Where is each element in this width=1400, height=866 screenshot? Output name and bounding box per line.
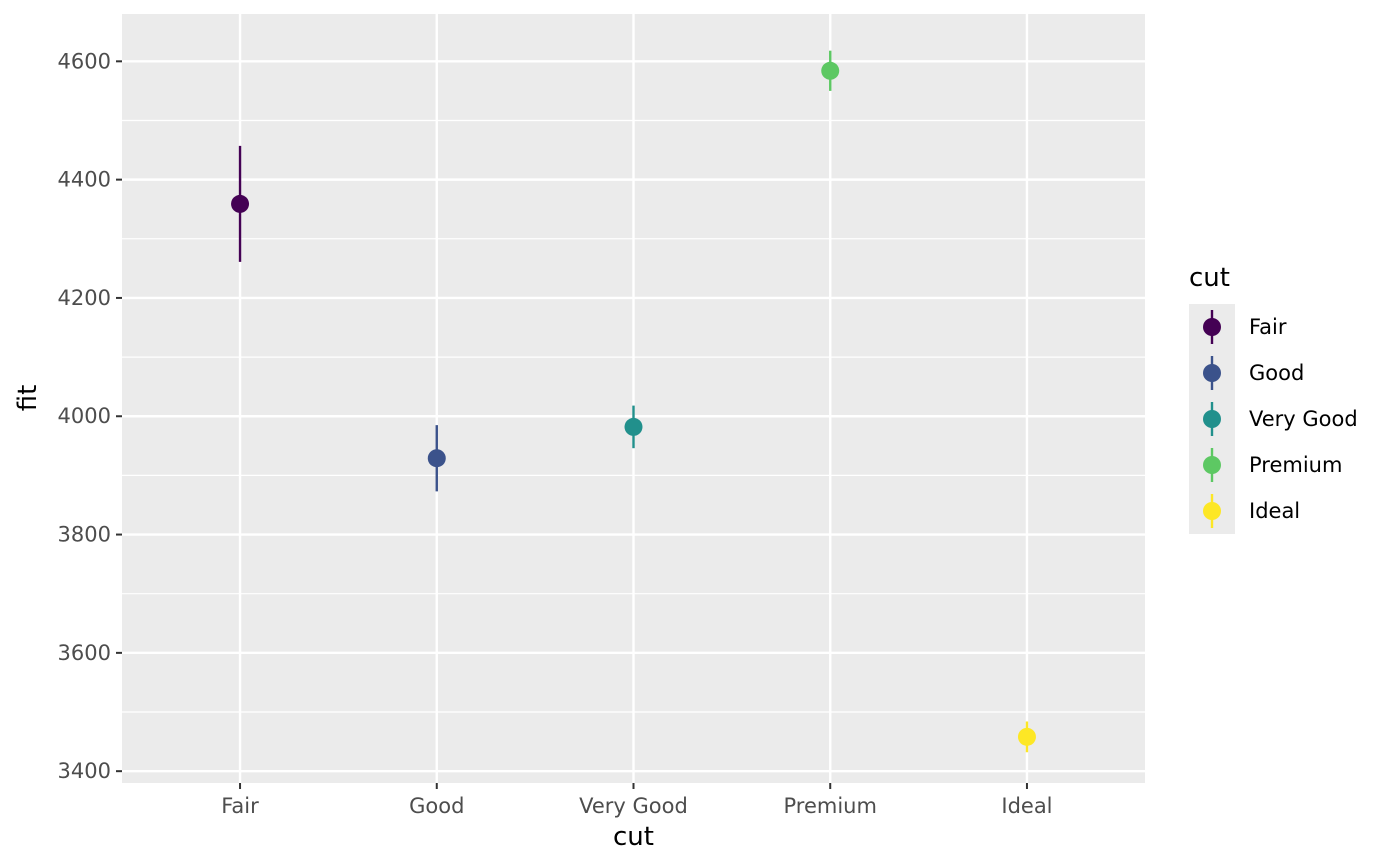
data-point xyxy=(1017,727,1036,746)
y-tick-label: 3600 xyxy=(58,641,111,665)
y-tick-label: 4200 xyxy=(58,286,111,310)
legend-label: Fair xyxy=(1249,315,1287,339)
legend-label: Good xyxy=(1249,361,1304,385)
legend-label: Very Good xyxy=(1249,407,1358,431)
legend-key-point xyxy=(1203,318,1221,336)
y-tick-label: 4000 xyxy=(58,404,111,428)
x-axis-title: cut xyxy=(613,822,654,852)
x-tick-label: Very Good xyxy=(579,794,688,818)
legend-entries: Fair Good Very Good Premium Ideal xyxy=(1203,310,1358,528)
legend-label: Ideal xyxy=(1249,499,1300,523)
y-axis: 3400 3600 3800 4000 4200 4400 4600 xyxy=(58,49,122,783)
legend-key-point xyxy=(1203,502,1221,520)
legend-label: Premium xyxy=(1249,453,1342,477)
data-marks xyxy=(231,50,1036,753)
x-tick-label: Good xyxy=(409,794,464,818)
data-point xyxy=(821,61,840,80)
y-axis-title: fit xyxy=(13,385,43,412)
x-tick-label: Fair xyxy=(221,794,259,818)
x-tick-label: Premium xyxy=(784,794,877,818)
x-axis: Fair Good Very Good Premium Ideal xyxy=(221,783,1053,818)
legend-title: cut xyxy=(1189,263,1230,293)
legend-key-point xyxy=(1203,456,1221,474)
y-tick-label: 3400 xyxy=(58,759,111,783)
data-point xyxy=(427,449,446,468)
data-point xyxy=(624,417,643,436)
y-tick-label: 3800 xyxy=(58,523,111,547)
x-tick-label: Ideal xyxy=(1001,794,1052,818)
legend: cut Fair Good Very Good Premium Ideal xyxy=(1189,263,1358,534)
y-tick-label: 4600 xyxy=(58,49,111,73)
legend-key-point xyxy=(1203,364,1221,382)
data-point xyxy=(231,194,250,213)
y-tick-label: 4400 xyxy=(58,168,111,192)
legend-key-point xyxy=(1203,410,1221,428)
